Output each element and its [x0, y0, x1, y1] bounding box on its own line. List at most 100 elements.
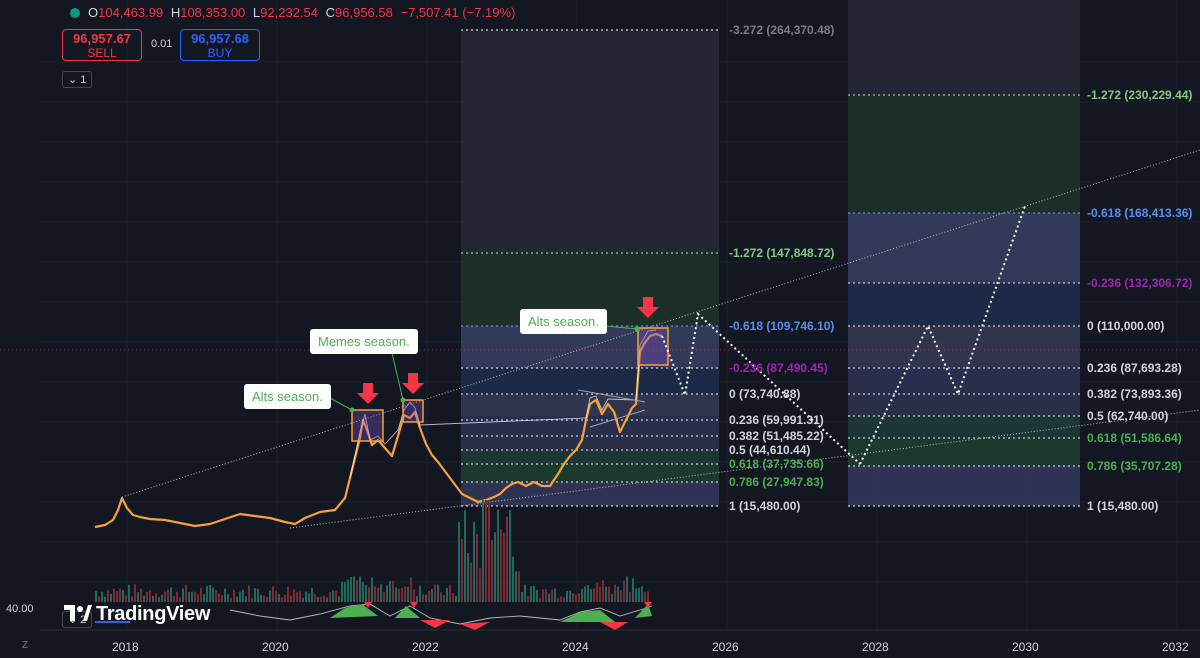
volume-bar	[551, 589, 553, 602]
volume-bar	[638, 587, 640, 602]
volume-bar	[317, 596, 319, 602]
volume-bar	[299, 591, 301, 602]
x-axis-label-2030: 2030	[1012, 640, 1039, 654]
fib-lines-middle	[461, 29, 719, 507]
fib-middle-label-7: 0.5 (44,610.44)	[729, 443, 811, 457]
volume-bar	[302, 597, 304, 602]
volume-bar	[314, 594, 316, 602]
volume-bar	[116, 591, 118, 602]
volume-bar	[176, 591, 178, 602]
volume-bar	[149, 590, 151, 602]
sell-button[interactable]: 96,957.67 SELL	[62, 29, 142, 61]
volume-bar	[188, 591, 190, 602]
volume-bar	[341, 581, 343, 602]
volume-bar	[98, 596, 100, 602]
volume-bar	[215, 590, 217, 602]
volume-bar	[479, 568, 481, 602]
volume-bar	[422, 594, 424, 602]
volume-bar	[239, 591, 241, 602]
volume-bar	[515, 571, 517, 602]
callout-alts-season-2021[interactable]: Alts season.	[244, 384, 331, 409]
volume-bar	[179, 597, 181, 602]
volume-bar	[404, 586, 406, 602]
down-arrow-icons	[357, 297, 659, 404]
volume-bar	[560, 596, 562, 602]
volume-bar	[134, 584, 136, 602]
volume-bars	[95, 499, 649, 602]
volume-bar	[602, 580, 604, 602]
volume-bar	[362, 582, 364, 602]
fib-zones-middle[interactable]	[461, 30, 719, 506]
sell-label: SELL	[87, 46, 117, 60]
volume-bar	[167, 589, 169, 602]
callout-memes-season[interactable]: Memes season.	[310, 329, 418, 354]
volume-bar	[194, 591, 196, 602]
volume-bar	[107, 589, 109, 602]
volume-bar	[497, 509, 499, 602]
volume-bar	[434, 584, 436, 602]
highlight-boxes[interactable]	[351, 327, 669, 442]
collapse-indicators-button[interactable]: ⌄ 1	[62, 71, 93, 88]
tradingview-logo-icon	[64, 605, 92, 621]
volume-bar	[380, 584, 382, 602]
volume-bar	[101, 591, 103, 602]
volume-bar	[386, 585, 388, 602]
volume-bar	[437, 584, 439, 602]
tradingview-logo[interactable]: TradingView	[64, 603, 210, 626]
volume-bar	[377, 587, 379, 602]
indicator-count: 1	[80, 74, 87, 86]
volume-bar	[608, 586, 610, 602]
volume-bar	[461, 539, 463, 602]
volume-bar	[182, 588, 184, 602]
chevron-down-icon: ⌄	[68, 74, 78, 86]
fib-right-label-5: 0.382 (73,893.36)	[1087, 387, 1182, 401]
ohlc-legend[interactable]: O104,463.99 H108,353.00 L92,232.54 C96,9…	[70, 5, 519, 20]
volume-bar	[158, 596, 160, 602]
volume-bar	[287, 586, 289, 602]
callout-alts-season-2024[interactable]: Alts season.	[520, 309, 607, 334]
low-value: 92,232.54	[260, 5, 318, 20]
volume-bar	[152, 595, 154, 602]
volume-bar	[326, 597, 328, 602]
volume-bar	[359, 576, 361, 602]
volume-bar	[140, 588, 142, 602]
volume-bar	[644, 592, 646, 602]
x-axis-label-2020: 2020	[262, 640, 289, 654]
volume-bar	[443, 595, 445, 602]
volume-bar	[224, 588, 226, 602]
fib-middle-label-9: 0.786 (27,947.83)	[729, 475, 824, 489]
volume-bar	[251, 597, 253, 602]
volume-bar	[641, 586, 643, 602]
volume-bar	[371, 577, 373, 602]
volume-bar	[467, 553, 469, 602]
fib-zones-right[interactable]	[848, 0, 1080, 506]
buy-button[interactable]: 96,957.68 BUY	[180, 29, 260, 61]
volume-bar	[209, 585, 211, 602]
volume-bar	[197, 594, 199, 602]
projection-paths[interactable]	[661, 205, 1026, 465]
volume-bar	[569, 590, 571, 602]
volume-bar	[503, 532, 505, 602]
volume-bar	[161, 594, 163, 602]
x-axis-label-2026: 2026	[712, 640, 739, 654]
volume-bar	[572, 593, 574, 602]
volume-bar	[530, 586, 532, 602]
volume-bar	[227, 594, 229, 602]
volume-bar	[584, 586, 586, 602]
volume-bar	[398, 588, 400, 602]
volume-bar	[290, 595, 292, 602]
volume-bar	[311, 587, 313, 602]
volume-bar	[521, 591, 523, 602]
volume-bar	[368, 587, 370, 602]
volume-bar	[350, 577, 352, 602]
volume-bar	[491, 539, 493, 602]
volume-bar	[278, 594, 280, 602]
volume-bar	[533, 586, 535, 602]
logo-text: TradingView	[96, 603, 211, 625]
high-key: H	[170, 5, 181, 20]
volume-bar	[416, 595, 418, 602]
volume-bar	[296, 592, 298, 602]
volume-bar	[191, 591, 193, 602]
